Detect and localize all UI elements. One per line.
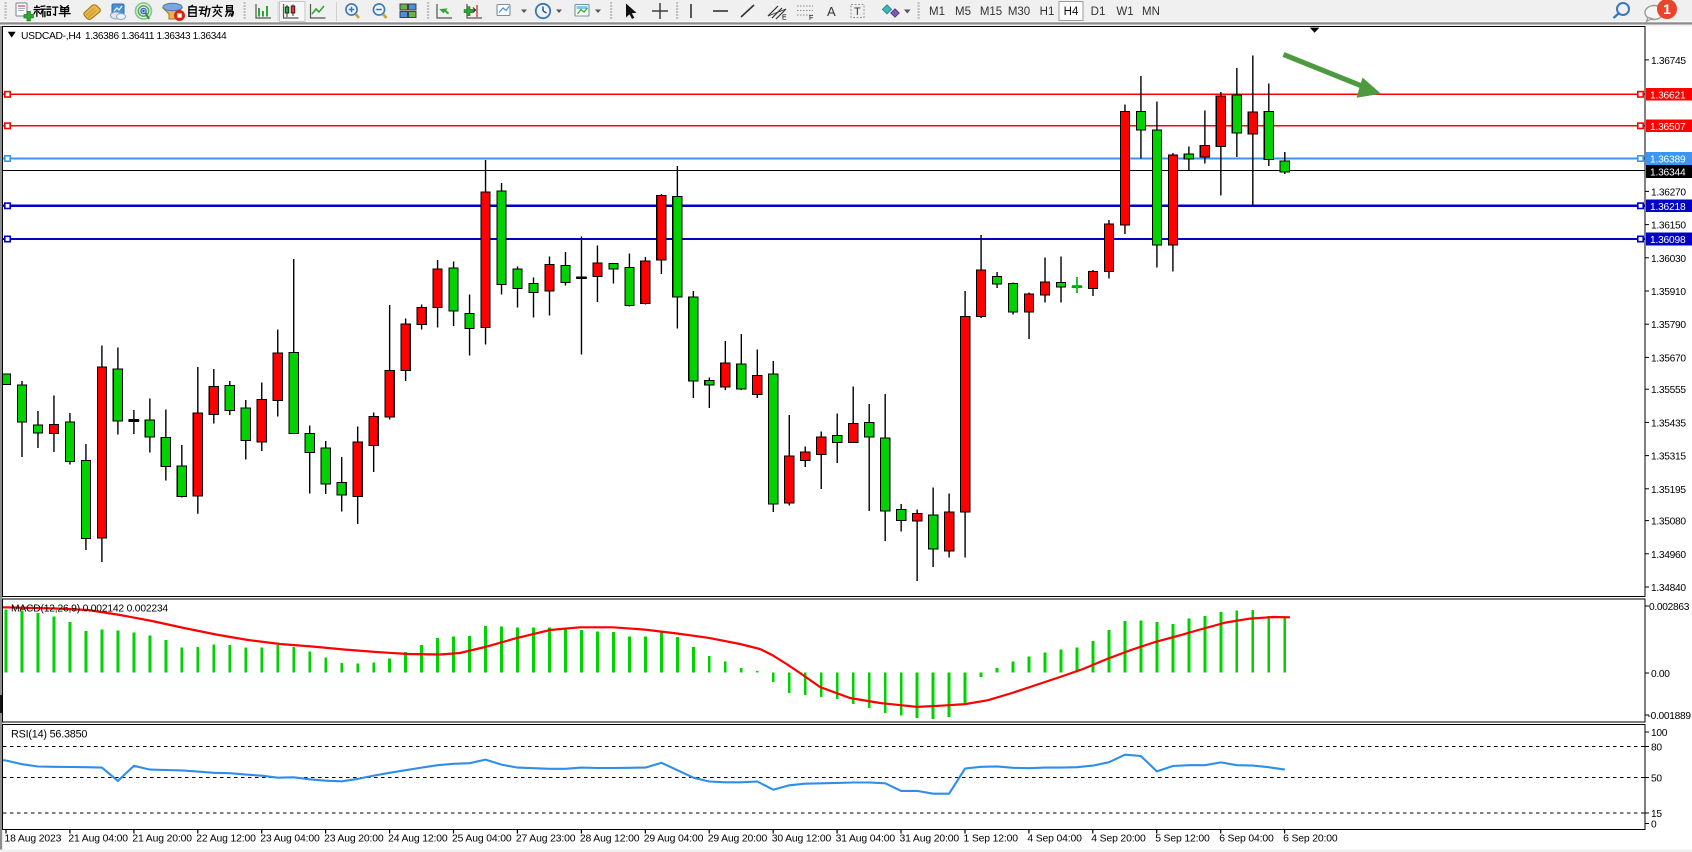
svg-text:M1: M1 xyxy=(929,6,945,18)
svg-text:1.36218: 1.36218 xyxy=(1650,202,1686,213)
svg-text:1.36621: 1.36621 xyxy=(1650,90,1686,101)
svg-text:1.36098: 1.36098 xyxy=(1650,235,1686,246)
svg-text:USDCAD-,H4: USDCAD-,H4 xyxy=(21,31,82,42)
svg-text:30 Aug 12:00: 30 Aug 12:00 xyxy=(772,834,832,845)
svg-text:MN: MN xyxy=(1142,6,1160,18)
svg-text:15: 15 xyxy=(1651,809,1662,820)
svg-text:23 Aug 20:00: 23 Aug 20:00 xyxy=(324,834,384,845)
svg-text:F: F xyxy=(809,15,813,22)
svg-text:1.35670: 1.35670 xyxy=(1651,353,1686,364)
svg-text:1.36507: 1.36507 xyxy=(1650,122,1686,133)
svg-text:1.35435: 1.35435 xyxy=(1651,418,1686,429)
svg-text:1.36030: 1.36030 xyxy=(1651,254,1686,265)
svg-text:T: T xyxy=(854,6,861,18)
svg-text:MACD(12,26,9) 0.002142 0.00223: MACD(12,26,9) 0.002142 0.002234 xyxy=(11,604,168,615)
svg-text:D1: D1 xyxy=(1091,6,1106,18)
svg-text:6 Sep 04:00: 6 Sep 04:00 xyxy=(1219,834,1274,845)
svg-text:100: 100 xyxy=(1651,728,1668,739)
svg-text:25 Aug 04:00: 25 Aug 04:00 xyxy=(452,834,512,845)
svg-text:1.35910: 1.35910 xyxy=(1651,287,1686,298)
svg-text:80: 80 xyxy=(1651,743,1662,754)
svg-text:-0.001889: -0.001889 xyxy=(1648,711,1692,722)
svg-text:5 Sep 12:00: 5 Sep 12:00 xyxy=(1155,834,1210,845)
svg-text:M30: M30 xyxy=(1008,6,1030,18)
svg-text:1.35315: 1.35315 xyxy=(1651,452,1686,463)
svg-text:1.36150: 1.36150 xyxy=(1651,221,1686,232)
svg-text:H1: H1 xyxy=(1040,6,1055,18)
svg-text:27 Aug 23:00: 27 Aug 23:00 xyxy=(516,834,576,845)
svg-text:18 Aug 2023: 18 Aug 2023 xyxy=(5,834,62,845)
svg-text:M15: M15 xyxy=(980,6,1002,18)
svg-text:4 Sep 20:00: 4 Sep 20:00 xyxy=(1091,834,1146,845)
svg-text:1.36389: 1.36389 xyxy=(1650,155,1686,166)
svg-text:0: 0 xyxy=(1651,820,1657,831)
svg-text:29 Aug 20:00: 29 Aug 20:00 xyxy=(708,834,768,845)
svg-text:1.36270: 1.36270 xyxy=(1651,187,1686,198)
svg-text:28 Aug 12:00: 28 Aug 12:00 xyxy=(580,834,640,845)
svg-text:21 Aug 04:00: 21 Aug 04:00 xyxy=(68,834,128,845)
svg-text:6 Sep 20:00: 6 Sep 20:00 xyxy=(1283,834,1338,845)
svg-text:1: 1 xyxy=(1663,1,1671,17)
svg-text:1 Sep 12:00: 1 Sep 12:00 xyxy=(964,834,1019,845)
svg-text:RSI(14) 56.3850: RSI(14) 56.3850 xyxy=(11,729,87,741)
svg-text:W1: W1 xyxy=(1116,6,1133,18)
svg-text:1.36386 1.36411 1.36343 1.3634: 1.36386 1.36411 1.36343 1.36344 xyxy=(85,31,227,42)
svg-text:4 Sep 04:00: 4 Sep 04:00 xyxy=(1027,834,1082,845)
svg-text:E: E xyxy=(782,15,787,22)
svg-text:0.002863: 0.002863 xyxy=(1649,602,1690,613)
svg-text:1.35195: 1.35195 xyxy=(1651,485,1686,496)
svg-text:1.36745: 1.36745 xyxy=(1651,56,1686,67)
svg-text:1.34840: 1.34840 xyxy=(1651,583,1686,594)
svg-text:1.35080: 1.35080 xyxy=(1651,517,1686,528)
svg-text:31 Aug 04:00: 31 Aug 04:00 xyxy=(836,834,896,845)
svg-text:50: 50 xyxy=(1651,774,1662,785)
svg-text:1.36344: 1.36344 xyxy=(1650,168,1686,179)
svg-text:H4: H4 xyxy=(1064,6,1079,18)
svg-text:1.35555: 1.35555 xyxy=(1651,385,1686,396)
svg-text:22 Aug 12:00: 22 Aug 12:00 xyxy=(196,834,256,845)
svg-text:A: A xyxy=(827,4,836,19)
svg-text:21 Aug 20:00: 21 Aug 20:00 xyxy=(132,834,192,845)
svg-text:1.35790: 1.35790 xyxy=(1651,320,1686,331)
svg-text:M5: M5 xyxy=(955,6,971,18)
svg-text:29 Aug 04:00: 29 Aug 04:00 xyxy=(644,834,704,845)
svg-text:1.34960: 1.34960 xyxy=(1651,550,1686,561)
svg-text:31 Aug 20:00: 31 Aug 20:00 xyxy=(900,834,960,845)
svg-text:0.00: 0.00 xyxy=(1651,669,1670,680)
svg-text:24 Aug 12:00: 24 Aug 12:00 xyxy=(388,834,448,845)
svg-text:23 Aug 04:00: 23 Aug 04:00 xyxy=(260,834,320,845)
